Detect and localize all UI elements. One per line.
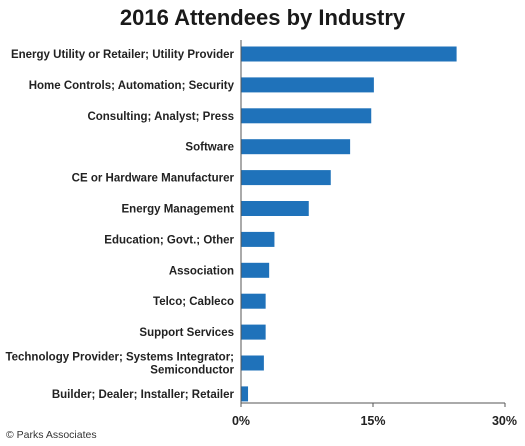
category-label-9: Telco; Cableco <box>153 296 234 308</box>
category-label-4: Software <box>185 142 234 154</box>
bar-8 <box>241 262 270 278</box>
category-label-11: Technology Provider; Systems Integrator;… <box>5 352 234 377</box>
bars-group <box>241 46 457 402</box>
category-label-2: Home Controls; Automation; Security <box>29 80 235 92</box>
x-tick-label-3: 30% <box>492 414 517 428</box>
bar-6 <box>241 201 309 216</box>
bar-12 <box>241 386 249 402</box>
category-label-6: Energy Management <box>122 204 235 216</box>
bar-7 <box>241 231 275 247</box>
category-label-10: Support Services <box>139 327 234 339</box>
x-tick-label-2: 15% <box>360 414 385 428</box>
category-label-3: Consulting; Analyst; Press <box>87 111 234 123</box>
bar-9 <box>241 293 266 309</box>
category-label-12: Builder; Dealer; Installer; Retailer <box>52 389 235 401</box>
category-label-8: Association <box>169 265 234 277</box>
category-labels: Energy Utility or Retailer; Utility Prov… <box>5 49 234 401</box>
category-label-7: Education; Govt.; Other <box>104 234 234 246</box>
category-label-5: CE or Hardware Manufacturer <box>72 173 235 185</box>
bar-2 <box>241 77 374 93</box>
x-axis: 0% 15% 30% <box>232 40 517 428</box>
bar-3 <box>241 108 372 124</box>
x-tick-label-1: 0% <box>232 414 250 428</box>
bar-5 <box>241 170 331 186</box>
bar-4 <box>241 139 351 155</box>
source-note: © Parks Associates <box>6 429 97 441</box>
chart-title: 2016 Attendees by Industry <box>119 5 406 30</box>
category-label-1: Energy Utility or Retailer; Utility Prov… <box>11 49 235 61</box>
bar-11 <box>241 355 264 371</box>
bar-1 <box>241 46 457 62</box>
bar-10 <box>241 324 266 340</box>
